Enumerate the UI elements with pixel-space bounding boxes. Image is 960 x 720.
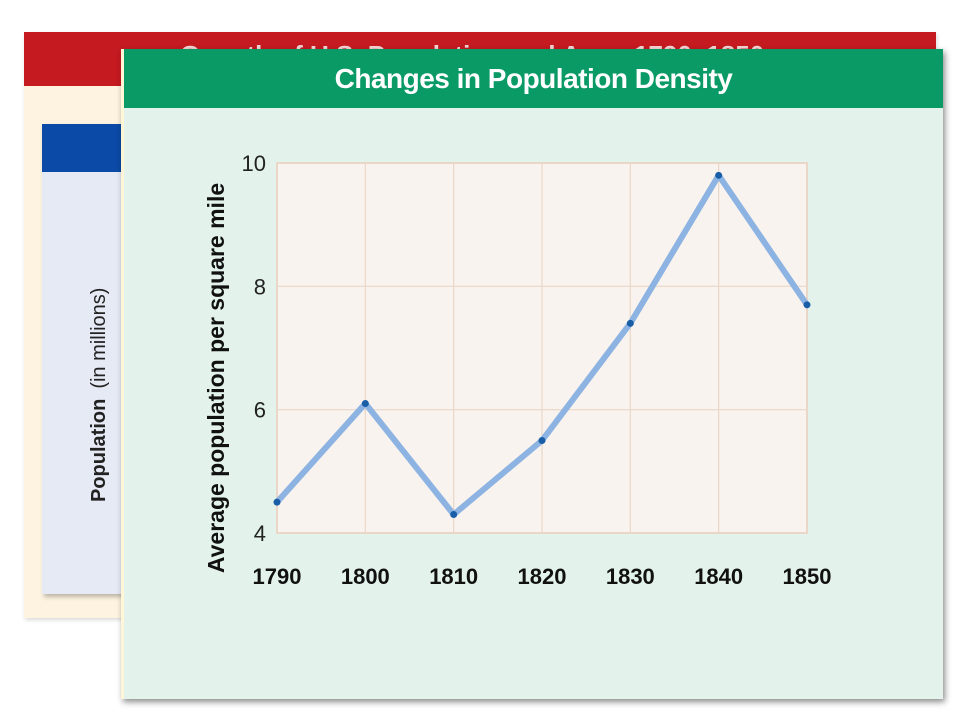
back-y-axis-label-unit: (in millions) bbox=[88, 287, 110, 389]
data-point bbox=[361, 400, 369, 407]
back-y-axis-label: Population (in millions) bbox=[88, 288, 111, 502]
x-tick-label: 1810 bbox=[429, 564, 478, 589]
chart-header: Changes in Population Density bbox=[124, 49, 943, 108]
x-tick-label: 1820 bbox=[518, 564, 567, 589]
data-point bbox=[803, 301, 811, 309]
y-axis-label: Average population per square mile bbox=[203, 183, 229, 573]
data-point bbox=[450, 511, 458, 518]
line-chart: 4 6 8 10 1790 1800 1810 1820 1830 1840 1850 Average… bbox=[203, 151, 832, 589]
data-point bbox=[626, 319, 634, 327]
chart-card: Changes in Population Density 4 6 8 10 1790 1… bbox=[121, 49, 943, 699]
y-tick-label: 4 bbox=[254, 521, 266, 546]
chart-title: Changes in Population Density bbox=[334, 62, 733, 94]
y-tick-label: 8 bbox=[254, 274, 266, 299]
x-tick-label: 1830 bbox=[606, 564, 655, 589]
data-point bbox=[715, 171, 723, 179]
x-tick-label: 1800 bbox=[341, 564, 390, 589]
y-tick-label: 6 bbox=[254, 398, 266, 423]
data-point bbox=[273, 498, 281, 506]
y-tick-label: 10 bbox=[242, 151, 266, 176]
data-point bbox=[538, 437, 546, 444]
back-y-axis-label-bold: Population bbox=[88, 398, 110, 502]
x-tick-label: 1840 bbox=[694, 564, 743, 589]
x-tick-label: 1850 bbox=[783, 564, 832, 589]
x-tick-label: 1790 bbox=[253, 564, 302, 589]
